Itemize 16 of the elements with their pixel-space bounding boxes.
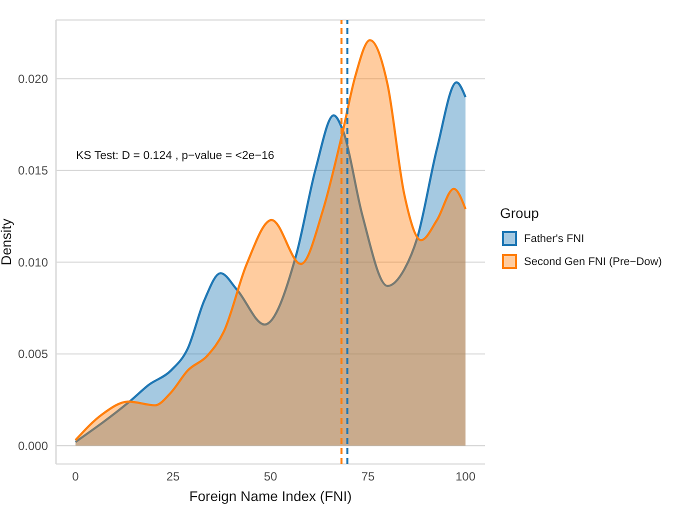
x-axis-title: Foreign Name Index (FNI): [189, 488, 352, 504]
y-axis-title: Density: [0, 218, 14, 266]
x-tick-label: 100: [455, 470, 476, 484]
legend-label: Second Gen FNI (Pre−Dow): [524, 256, 662, 268]
legend-title: Group: [500, 205, 540, 221]
legend-label: Father's FNI: [524, 232, 584, 244]
y-tick-label: 0.005: [18, 347, 48, 362]
x-tick-label: 0: [72, 470, 80, 484]
y-tick-label: 0.020: [18, 72, 48, 86]
x-tick-label: 25: [166, 470, 180, 484]
annotation: KS Test: D = 0.124 , p−value = <2e−16: [76, 150, 274, 162]
y-tick-label: 0.010: [18, 255, 48, 270]
x-tick-label: 75: [361, 470, 375, 484]
y-tick-label: 0.000: [18, 438, 48, 453]
x-tick-label: 50: [264, 470, 278, 484]
y-tick-label: 0.015: [18, 164, 48, 178]
